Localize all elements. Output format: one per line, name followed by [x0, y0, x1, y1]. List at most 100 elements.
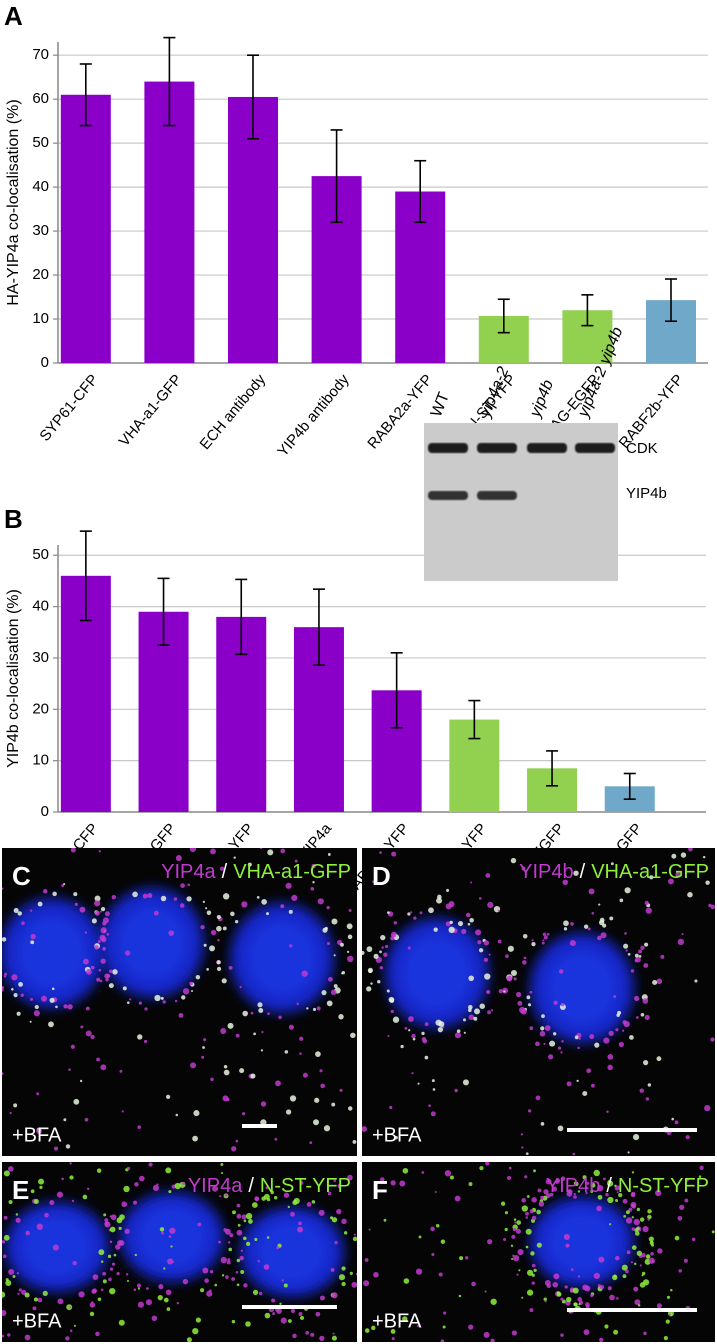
puncta: [410, 911, 413, 914]
puncta: [242, 1010, 249, 1017]
puncta: [475, 929, 482, 936]
puncta: [390, 1180, 396, 1186]
puncta: [246, 1241, 251, 1247]
puncta: [260, 1101, 267, 1107]
puncta: [216, 966, 222, 971]
puncta: [563, 920, 569, 927]
puncta: [605, 1192, 609, 1197]
puncta: [437, 894, 442, 900]
puncta: [609, 1223, 612, 1226]
puncta: [621, 1264, 628, 1271]
puncta: [349, 1271, 353, 1275]
puncta: [69, 1329, 73, 1333]
y-axis-label: HA-YIP4a co-localisation (%): [5, 99, 22, 305]
puncta: [79, 1079, 83, 1083]
puncta: [205, 907, 208, 910]
puncta: [490, 1009, 494, 1012]
puncta: [236, 1229, 243, 1236]
puncta: [204, 1278, 209, 1283]
puncta: [296, 1002, 299, 1006]
puncta: [100, 1064, 107, 1071]
puncta: [464, 1256, 469, 1260]
puncta: [590, 1189, 594, 1193]
puncta: [531, 1263, 536, 1268]
puncta: [418, 1235, 422, 1239]
puncta: [545, 1178, 552, 1185]
puncta: [639, 1217, 645, 1222]
puncta: [222, 893, 230, 900]
puncta: [531, 1281, 535, 1285]
puncta: [347, 934, 353, 940]
puncta: [597, 1194, 603, 1200]
puncta: [386, 989, 390, 993]
puncta: [433, 927, 438, 932]
puncta: [578, 1037, 581, 1040]
puncta: [2, 887, 4, 890]
puncta: [497, 909, 500, 912]
puncta: [24, 1292, 30, 1298]
puncta: [137, 1287, 140, 1290]
puncta: [407, 946, 411, 950]
puncta: [609, 916, 614, 921]
puncta: [341, 972, 344, 975]
puncta: [99, 910, 102, 913]
puncta: [191, 990, 194, 993]
puncta: [421, 1031, 425, 1036]
puncta: [391, 851, 397, 857]
puncta: [531, 939, 534, 942]
puncta: [15, 1213, 19, 1216]
puncta: [169, 1227, 176, 1234]
puncta: [192, 1328, 199, 1335]
puncta: [252, 1289, 259, 1295]
puncta: [96, 1168, 102, 1173]
puncta: [202, 900, 206, 904]
puncta: [126, 1001, 130, 1005]
puncta: [648, 1236, 654, 1242]
puncta: [555, 1178, 561, 1183]
puncta: [16, 1272, 20, 1275]
puncta: [323, 1125, 331, 1132]
puncta: [553, 1000, 558, 1005]
puncta: [634, 959, 638, 963]
puncta: [643, 1331, 647, 1336]
x-tick-label: SYP61-CFP: [36, 371, 102, 445]
puncta: [512, 1255, 520, 1262]
puncta: [428, 907, 434, 914]
puncta: [69, 1306, 72, 1309]
puncta: [440, 1339, 445, 1342]
puncta: [612, 1274, 618, 1281]
puncta: [100, 1288, 104, 1292]
puncta: [585, 1185, 588, 1189]
puncta: [283, 1192, 290, 1198]
puncta: [694, 979, 698, 983]
puncta: [85, 1030, 92, 1037]
puncta: [82, 958, 89, 965]
puncta: [232, 1210, 236, 1215]
puncta: [631, 1191, 636, 1197]
puncta: [521, 1296, 524, 1299]
puncta: [383, 1218, 387, 1222]
puncta: [124, 1228, 130, 1234]
puncta: [133, 1288, 137, 1292]
puncta: [222, 1095, 229, 1102]
puncta: [529, 1308, 534, 1313]
puncta: [299, 1315, 305, 1321]
puncta: [245, 1212, 253, 1220]
puncta: [656, 1303, 662, 1309]
puncta: [543, 1042, 546, 1046]
puncta: [115, 1244, 121, 1250]
puncta: [98, 850, 101, 853]
puncta: [16, 1011, 21, 1016]
puncta: [248, 1219, 253, 1224]
puncta: [7, 1333, 11, 1337]
puncta: [512, 1227, 517, 1232]
puncta: [530, 1251, 535, 1256]
puncta: [551, 1186, 558, 1192]
puncta: [288, 1024, 294, 1030]
puncta: [312, 881, 315, 884]
puncta: [109, 1226, 116, 1233]
puncta: [104, 1221, 111, 1228]
y-tick-label: 20: [32, 700, 49, 717]
puncta: [364, 1328, 370, 1333]
puncta: [274, 1137, 278, 1141]
